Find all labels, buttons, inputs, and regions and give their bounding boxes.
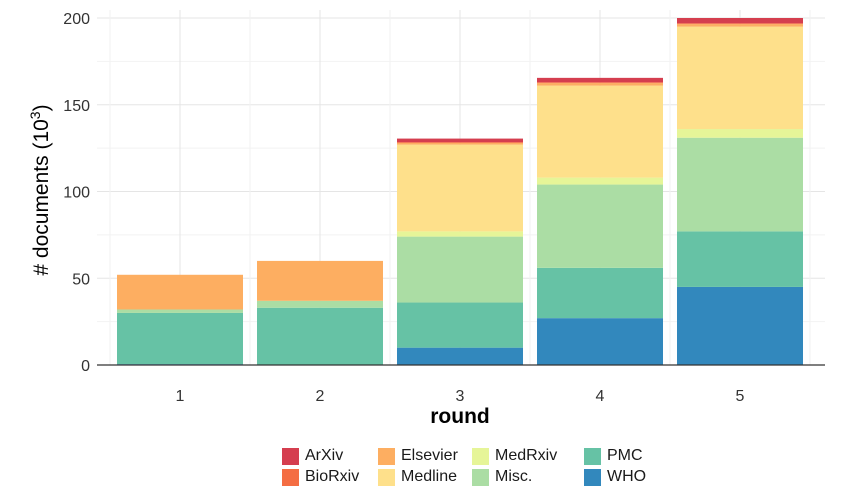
bar-segment-arxiv-round-3 bbox=[397, 138, 523, 143]
bar-segment-misc-round-1 bbox=[117, 309, 243, 313]
bars bbox=[117, 18, 803, 365]
legend-swatch bbox=[282, 468, 299, 486]
legend-item-elsevier: Elsevier bbox=[378, 446, 458, 466]
legend-swatch bbox=[584, 447, 601, 465]
legend-label: Medline bbox=[401, 468, 458, 485]
x-tick-label: 5 bbox=[736, 388, 745, 405]
bar-segment-elsevier-round-4 bbox=[537, 83, 663, 86]
x-tick-label: 3 bbox=[456, 388, 465, 405]
legend-swatch bbox=[378, 447, 395, 465]
x-tick-label: 1 bbox=[176, 388, 185, 405]
legend-label: Elsevier bbox=[401, 447, 458, 464]
bar-segment-pmc-round-4 bbox=[537, 267, 663, 319]
stacked-bar-chart: 0 50 100 150 200 1 2 3 4 5 # documents (103) rou… bbox=[27, 10, 825, 428]
bar-segment-who-round-4 bbox=[537, 318, 663, 365]
bar-segment-elsevier-round-2 bbox=[257, 260, 383, 301]
x-tick-labels: 1 2 3 4 5 bbox=[176, 388, 745, 405]
bar-segment-elsevier-round-3 bbox=[397, 142, 523, 145]
legend-item-arxiv: ArXiv bbox=[282, 446, 343, 466]
bar-segment-biorxiv-round-4 bbox=[537, 82, 663, 84]
bar-segment-pmc-round-3 bbox=[397, 302, 523, 348]
bar-segment-who-round-3 bbox=[397, 347, 523, 365]
legend-label: PMC bbox=[607, 447, 643, 464]
y-tick-label: 0 bbox=[81, 358, 90, 375]
legend-swatch bbox=[472, 468, 489, 486]
bar-segment-pmc-round-2 bbox=[257, 307, 383, 365]
legend-swatch bbox=[472, 447, 489, 465]
y-tick-labels: 0 50 100 150 200 bbox=[63, 11, 90, 375]
bar-segment-biorxiv-round-5 bbox=[677, 23, 803, 25]
bar-segment-pmc-round-1 bbox=[117, 312, 243, 365]
bar-segment-pmc-round-5 bbox=[677, 231, 803, 287]
legend-label: BioRxiv bbox=[305, 468, 360, 485]
bar-segment-medline-round-3 bbox=[397, 144, 523, 232]
y-tick-label: 50 bbox=[72, 271, 90, 288]
legend-item-medline: Medline bbox=[378, 467, 457, 487]
bar-segment-medline-round-4 bbox=[537, 85, 663, 178]
bar-segment-medrxiv-round-5 bbox=[677, 129, 803, 138]
legend-swatch bbox=[282, 447, 299, 465]
x-axis-title: round bbox=[430, 405, 489, 428]
legend-item-who: WHO bbox=[584, 467, 646, 487]
bar-segment-arxiv-round-4 bbox=[537, 77, 663, 83]
y-axis-title: # documents (103) bbox=[27, 104, 53, 275]
bar-segment-medrxiv-round-4 bbox=[537, 177, 663, 185]
bar-segment-misc-round-5 bbox=[677, 137, 803, 232]
y-tick-label: 200 bbox=[63, 11, 90, 28]
x-tick-label: 2 bbox=[316, 388, 325, 405]
legend-item-medrxiv: MedRxiv bbox=[472, 446, 557, 466]
bar-segment-elsevier-round-5 bbox=[677, 24, 803, 27]
legend-label: WHO bbox=[607, 468, 647, 485]
bar-segment-arxiv-round-5 bbox=[677, 18, 803, 24]
legend-item-biorxiv: BioRxiv bbox=[282, 467, 359, 487]
bar-segment-biorxiv-round-3 bbox=[397, 142, 523, 143]
bar-segment-misc-round-3 bbox=[397, 236, 523, 303]
bar-segment-medline-round-5 bbox=[677, 26, 803, 130]
legend: ArXiv BioRxiv Elsevier Medline MedRxiv Misc. P… bbox=[282, 446, 682, 486]
legend-item-misc: Misc. bbox=[472, 467, 532, 487]
legend-label: Misc. bbox=[495, 468, 533, 485]
x-tick-label: 4 bbox=[596, 388, 605, 405]
y-tick-label: 100 bbox=[63, 185, 90, 202]
bar-segment-medrxiv-round-3 bbox=[397, 231, 523, 237]
legend-label: MedRxiv bbox=[495, 447, 558, 464]
legend-swatch bbox=[378, 468, 395, 486]
bar-segment-elsevier-round-1 bbox=[117, 274, 243, 310]
y-tick-label: 150 bbox=[63, 98, 90, 115]
legend-item-pmc: PMC bbox=[584, 446, 643, 466]
bar-segment-who-round-5 bbox=[677, 286, 803, 365]
legend-label: ArXiv bbox=[305, 447, 344, 464]
bar-segment-misc-round-2 bbox=[257, 300, 383, 308]
bar-segment-misc-round-4 bbox=[537, 184, 663, 268]
legend-swatch bbox=[584, 468, 601, 486]
